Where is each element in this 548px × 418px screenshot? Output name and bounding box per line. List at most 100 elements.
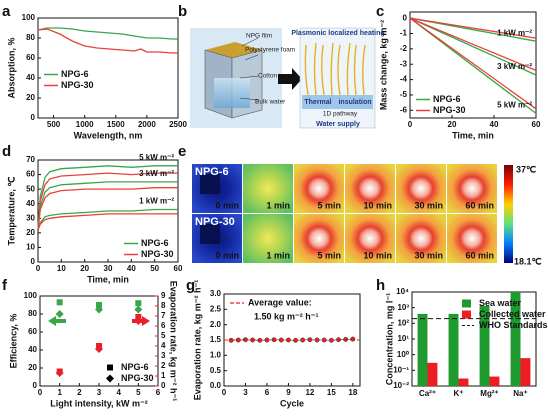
bulk-water — [214, 78, 250, 108]
annotation: 5 kW m⁻² — [497, 101, 532, 110]
y-tick-label: 10 — [26, 243, 35, 252]
diagram-label: 1D pathway — [323, 111, 358, 118]
y-tick-label: -1 — [400, 29, 408, 38]
marker — [135, 300, 142, 307]
line — [409, 17, 537, 72]
time-label: 30 min — [414, 250, 443, 260]
thermal-image — [294, 164, 344, 213]
y-axis-label: Absorption, % — [6, 38, 16, 99]
y2-tick-label: 5 — [161, 331, 166, 340]
thermal-image — [243, 214, 293, 263]
panel-letter: e — [178, 143, 186, 160]
panel-letter: h — [376, 277, 385, 294]
panel-letter: a — [2, 3, 11, 20]
x-axis-label: Time, min — [452, 130, 494, 140]
thermal-image — [345, 214, 395, 263]
x-tick-label: 60 — [174, 264, 183, 273]
y-tick-label: 2.5 — [210, 304, 222, 313]
x-tick-label: 40 — [127, 264, 136, 273]
thermal-images: e 37℃ 18.1℃ 0 min 1 min 5 min 10 min 30 min 6… — [178, 143, 542, 266]
time-label: 10 min — [363, 250, 392, 260]
thermal-image — [447, 214, 497, 263]
x-tick-label: 1500 — [107, 120, 125, 129]
line — [37, 181, 178, 230]
x-tick-label: 0 — [408, 120, 413, 129]
y2-tick-label: 7 — [161, 311, 166, 320]
line — [37, 172, 178, 230]
legend-label: Collected water — [479, 309, 546, 319]
x-tick-label: Ca²⁺ — [419, 389, 436, 398]
x-tick-label: 4 — [116, 388, 121, 397]
y-tick-label: 20 — [26, 93, 35, 102]
time-label: 0 min — [215, 250, 239, 260]
y-tick-label: 40 — [28, 345, 37, 354]
x-tick-label: 40 — [490, 120, 499, 129]
x-tick-label: 2 — [77, 388, 82, 397]
diagram-label: Plasmonic localized heating — [291, 30, 384, 37]
y-tick-label: -5 — [400, 90, 408, 99]
legend-label: Average value: — [248, 297, 312, 307]
line — [37, 27, 178, 40]
leader — [241, 37, 259, 47]
y-tick-label: -6 — [400, 105, 408, 114]
legend-swatch — [106, 374, 114, 383]
y2-tick-label: 3 — [161, 351, 166, 360]
thermal-image — [243, 164, 293, 213]
marker — [55, 369, 64, 377]
connector — [231, 338, 353, 341]
y2-axis-label: Evaporation rate, kg m⁻² h⁻¹ — [169, 281, 179, 402]
panel-letter: f — [2, 277, 8, 294]
y-tick-label: 40 — [26, 199, 35, 208]
marker — [134, 305, 143, 314]
y-tick-label: 100 — [24, 291, 38, 300]
x-tick-label: 0 — [222, 388, 227, 397]
insulation-layer — [302, 95, 373, 109]
line — [37, 208, 178, 231]
x-axis-label: Cycle — [280, 398, 304, 408]
time-label: 1 min — [266, 250, 290, 260]
y-axis-label: Mass change, kg m⁻² — [378, 20, 388, 110]
leader — [239, 97, 259, 101]
sample — [200, 224, 220, 244]
y-tick-label: 10¹ — [397, 334, 409, 343]
y-tick-label: 10⁻² — [393, 381, 409, 390]
panel-letter: g — [186, 277, 195, 294]
x-tick-label: 60 — [532, 120, 541, 129]
y-tick-label: 60 — [26, 170, 35, 179]
line — [37, 187, 178, 230]
y2-tick-label: 2 — [161, 361, 166, 370]
y-tick-label: 3.0 — [210, 289, 222, 298]
line — [37, 165, 178, 230]
row-label: NPG-6 — [195, 166, 229, 178]
arrow — [48, 316, 66, 326]
y2-tick-label: 6 — [161, 321, 166, 330]
marker — [56, 299, 63, 306]
diagram-label: Polystyrene foam — [245, 47, 295, 54]
diagram-label: Cotton — [258, 73, 278, 80]
x-tick-label: 0 — [36, 264, 41, 273]
chart: d 0 10 20 30 40 50 60 70 0 10 20 30 40 50 60 Time, min Te… — [2, 143, 183, 284]
x-tick-label: 18 — [348, 388, 357, 397]
y2-tick-label: 4 — [161, 341, 166, 350]
x-tick-label: 3 — [243, 388, 248, 397]
y-tick-label: 10⁴ — [396, 287, 409, 296]
panel-letter: b — [178, 3, 187, 20]
y-tick-label: 10³ — [397, 303, 409, 312]
y-tick-label: 1.0 — [210, 350, 222, 359]
leader — [239, 75, 259, 79]
legend-label: NPG-30 — [141, 249, 174, 259]
y-tick-label: -3 — [400, 59, 408, 68]
y2-tick-label: 9 — [161, 291, 166, 300]
y-tick-label: 70 — [26, 155, 35, 164]
y-tick-label: 60 — [28, 327, 37, 336]
colorbar-min: 18.1℃ — [514, 256, 542, 266]
x-tick-label: 1 — [57, 388, 62, 397]
thermal-image — [345, 164, 395, 213]
x-tick-label: 500 — [47, 120, 61, 129]
line — [37, 28, 178, 54]
y-tick-label: 0 — [403, 13, 408, 22]
x-tick-label: 3 — [97, 388, 102, 397]
